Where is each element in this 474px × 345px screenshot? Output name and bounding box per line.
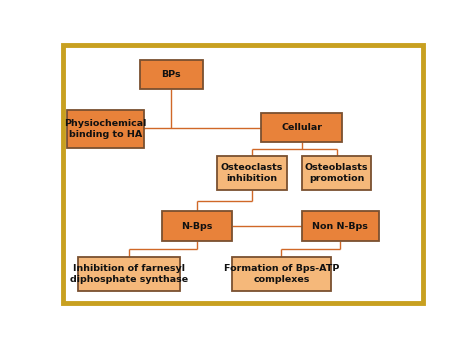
Text: Osteoblasts
promotion: Osteoblasts promotion — [305, 163, 368, 183]
Text: Physiochemical
binding to HA: Physiochemical binding to HA — [64, 119, 146, 139]
FancyBboxPatch shape — [140, 60, 202, 89]
FancyBboxPatch shape — [162, 211, 232, 241]
FancyBboxPatch shape — [66, 110, 144, 148]
Text: N-Bps: N-Bps — [182, 221, 213, 230]
FancyBboxPatch shape — [232, 257, 331, 291]
FancyBboxPatch shape — [217, 156, 287, 190]
Text: Inhibition of farnesyl
diphosphate synthase: Inhibition of farnesyl diphosphate synth… — [70, 264, 188, 284]
Text: BPs: BPs — [162, 70, 181, 79]
Text: Non N-Bps: Non N-Bps — [312, 221, 368, 230]
Text: Cellular: Cellular — [281, 123, 322, 132]
FancyBboxPatch shape — [63, 46, 423, 303]
Text: Osteoclasts
inhibition: Osteoclasts inhibition — [221, 163, 283, 183]
FancyBboxPatch shape — [261, 113, 342, 142]
FancyBboxPatch shape — [78, 257, 181, 291]
Text: Formation of Bps-ATP
complexes: Formation of Bps-ATP complexes — [224, 264, 339, 284]
FancyBboxPatch shape — [301, 156, 372, 190]
FancyBboxPatch shape — [301, 211, 379, 241]
